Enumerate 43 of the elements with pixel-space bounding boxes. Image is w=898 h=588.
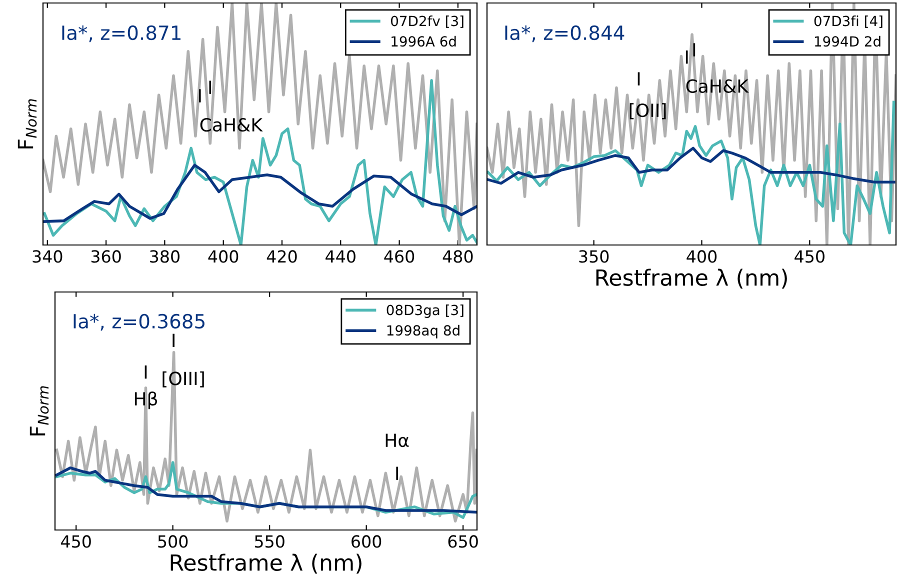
x-tick-label: 600 xyxy=(352,535,382,548)
annotation: [OII] xyxy=(630,103,666,120)
annotation: CaH&K xyxy=(200,118,263,132)
x-tick-label: 460 xyxy=(384,250,414,263)
x-tick-label: 550 xyxy=(254,535,284,548)
annotation: I xyxy=(209,80,212,94)
annotation: I xyxy=(144,365,147,379)
x-tick-label: 440 xyxy=(326,250,356,263)
annotation: I xyxy=(693,43,696,56)
x-tick-label: 500 xyxy=(158,535,188,548)
x-tick-label: 450 xyxy=(61,535,91,548)
x-axis-title: Restframe λ (nm) xyxy=(596,268,787,289)
x-tick-label: 400 xyxy=(208,250,238,263)
text: Ia*, z=0.3685 xyxy=(74,314,204,331)
annotation: CaH&K xyxy=(686,79,749,93)
annotation: Ia*, z=0.844 xyxy=(505,25,624,42)
legend-label: 07D2fv [3] xyxy=(391,16,464,28)
legend-label: 1996A 6d xyxy=(392,36,456,47)
annotation: I xyxy=(638,72,640,86)
legend-label: 08D3ga [3] xyxy=(386,304,464,318)
legend-label: 1998aq 8d xyxy=(387,324,460,338)
y-axis-title: F$_{Norm}$ xyxy=(30,386,49,436)
x-tick-label: 400 xyxy=(686,250,717,263)
x-tick-label: 450 xyxy=(794,250,824,263)
x-tick-label: 360 xyxy=(91,250,121,263)
annotation: Hβ xyxy=(134,392,157,410)
annotation: Hα xyxy=(386,434,409,448)
x-tick-label: 350 xyxy=(579,250,609,263)
x-axis-title: Restframe λ (nm) xyxy=(170,554,362,574)
text: I xyxy=(172,334,174,347)
legend-label: 1994D 2d xyxy=(814,36,880,47)
annotation: [OIII] xyxy=(162,371,204,388)
annotation: Ia*, z=0.871 xyxy=(62,25,180,42)
y-axis-title: F$_{Norm}$ xyxy=(18,99,37,148)
annotation: I xyxy=(686,50,688,64)
annotation: I xyxy=(396,466,398,480)
legend-label: 07D3fi [4] xyxy=(814,16,882,28)
annotation: I xyxy=(198,89,201,102)
x-tick-label: 480 xyxy=(442,250,473,263)
x-tick-label: 380 xyxy=(150,250,180,263)
x-tick-label: 650 xyxy=(448,535,478,548)
x-tick-label: 340 xyxy=(32,250,62,263)
x-tick-label: 420 xyxy=(266,250,297,263)
